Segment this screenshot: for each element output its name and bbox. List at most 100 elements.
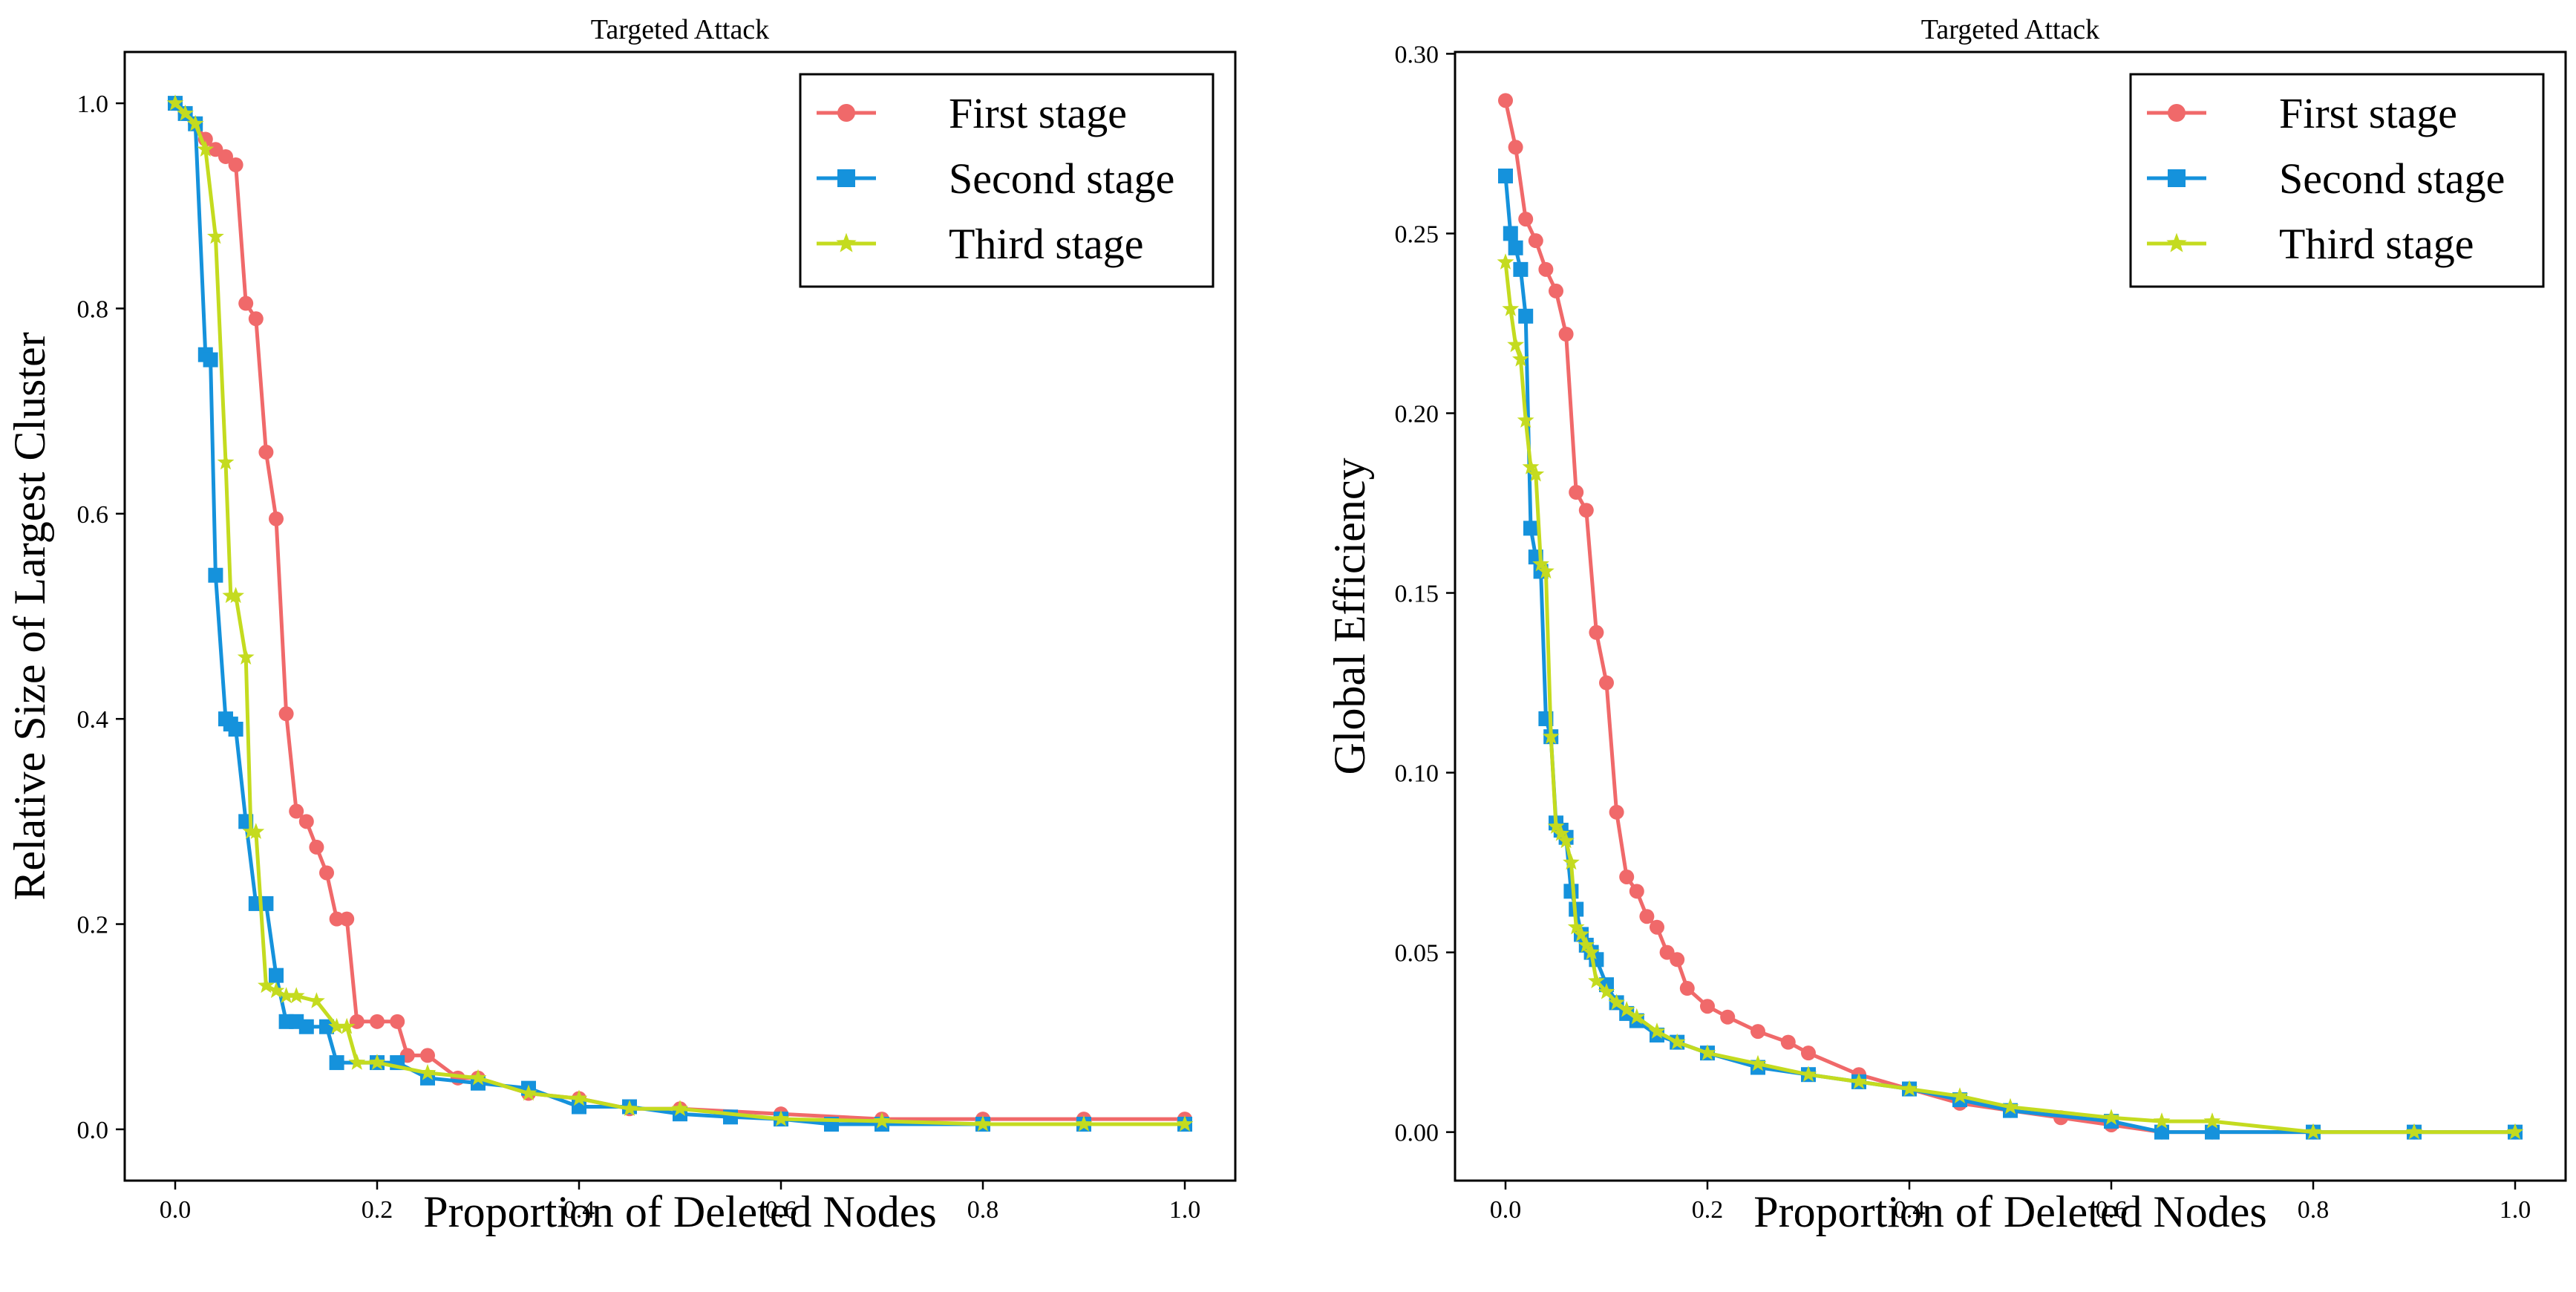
chart-2-y-tick-label: 0.20	[1395, 400, 1439, 428]
chart-1-series-first-stage-point	[278, 706, 294, 722]
chart-1-series-third-stage-point	[348, 1054, 366, 1070]
chart-1-series-first-stage-point	[390, 1014, 405, 1029]
chart-1-y-axis-label: Relative Size of Largest Cluster	[5, 332, 54, 900]
chart-1-x-tick-label: 0.6	[765, 1196, 797, 1224]
chart-2-x-tick-label: 1.0	[2500, 1196, 2531, 1224]
chart-2-series-first-stage-point	[1589, 624, 1604, 640]
chart-1-series-third-stage-point	[237, 648, 255, 665]
chart-2-series-second-stage-point	[1523, 521, 1538, 536]
chart-1-legend: First stage Second stage Third stage	[799, 73, 1215, 288]
chart-2-x-tick-label: 0.6	[2096, 1196, 2128, 1224]
chart-2-series-first-stage-point	[1619, 869, 1635, 884]
chart-1-legend-marker	[837, 169, 855, 187]
chart-2-series-third-stage-point	[1537, 562, 1555, 579]
chart-2-legend-label: Third stage	[2279, 220, 2474, 268]
chart-2-x-axis-label: Proportion of Deleted Nodes	[1753, 1187, 2267, 1236]
chart-2-series-third-stage-point	[2304, 1123, 2322, 1140]
chart-2-y-tick-label: 0.05	[1395, 940, 1439, 968]
chart-2-series-third-stage-point	[1598, 982, 1615, 999]
chart-1-series-third-stage-point	[1176, 1115, 1194, 1132]
chart-1-series-first-stage-point	[218, 149, 233, 164]
chart-2-series-third-stage-point	[1563, 853, 1580, 870]
chart-2-series-first-stage-point	[1508, 140, 1523, 155]
chart-1-series-third-stage-point	[469, 1068, 487, 1086]
chart-2-series-third-stage-point	[1588, 972, 1605, 988]
chart-1-series-first-stage-point	[309, 839, 324, 855]
chart-2-x-tick-label: 0.4	[1894, 1196, 1926, 1224]
chart-1-series-first-stage-point	[339, 911, 355, 927]
chart-1-series-second-stage-point	[208, 567, 223, 583]
chart-1-x-tick-label: 1.0	[1169, 1196, 1201, 1224]
chart-2-series-second-stage-point	[1503, 226, 1518, 241]
chart-1-y-tick-label: 0.0	[77, 1117, 109, 1144]
chart-1-x-tick-label: 0.4	[563, 1196, 595, 1224]
chart-2-series-first-stage-point	[1780, 1034, 1796, 1050]
chart-2-series-third-stage-point	[1502, 300, 1520, 316]
chart-2-legend-marker	[2168, 104, 2186, 122]
chart-2-series-second-stage-point	[1518, 308, 1534, 324]
chart-1-y-tick-label: 1.0	[77, 91, 109, 118]
chart-1-series-third-stage-point	[207, 227, 224, 244]
chart-1-series-third-stage-point	[287, 987, 305, 1003]
chart-1-legend-marker	[836, 232, 857, 252]
chart-1-y-tick-label: 0.4	[77, 706, 109, 734]
chart-2-series-second-stage-point	[2205, 1124, 2220, 1140]
chart-2-series-first-stage-point	[1538, 261, 1554, 277]
chart-2-series-first-stage-point	[1578, 503, 1594, 518]
chart-1-series-third-stage-point	[671, 1100, 689, 1116]
chart-1-y-tick-label: 0.2	[77, 912, 109, 939]
right-chart-panel: Targeted Attack 0.0 0.2 0.4 0.6 0.8 1.0 0.00 0.0…	[1325, 14, 2567, 1236]
chart-2-series-first-stage-point	[1569, 484, 1584, 500]
chart-2-series-third-stage-point	[1512, 350, 1529, 367]
chart-1-series-first-stage-point	[238, 296, 254, 311]
chart-2-series-third-stage-point	[2203, 1112, 2221, 1129]
chart-2-y-tick-label: 0.10	[1395, 760, 1439, 788]
chart-2-legend-box	[2129, 73, 2545, 288]
chart-2-series-third-stage-point	[1517, 411, 1534, 428]
chart-2-series-third-stage-point	[1497, 253, 1514, 270]
chart-1-title: Targeted Attack	[591, 14, 769, 45]
chart-1-series-third-stage-point	[166, 94, 184, 111]
chart-2-series-third-stage-point	[1628, 1008, 1646, 1025]
chart-2-series-first-stage-point	[1629, 884, 1644, 899]
chart-1-series-third-stage-point	[278, 987, 295, 1003]
chart-1-series-second-stage-point	[269, 968, 284, 983]
chart-1-series-group	[166, 94, 1194, 1132]
chart-1-legend-label: Third stage	[949, 220, 1144, 268]
chart-1-series-first-stage-point	[228, 157, 243, 172]
chart-1-series-third-stage-point	[267, 982, 285, 999]
chart-1-x-tick-label: 0.2	[362, 1196, 393, 1224]
chart-1-series-first-stage-point	[298, 814, 314, 829]
chart-1-x-axis-label: Proportion of Deleted Nodes	[423, 1187, 937, 1236]
chart-2-series-first-stage-point	[1720, 1009, 1736, 1025]
chart-1-series-third-stage-point	[328, 1017, 345, 1034]
chart-2-legend-marker	[2166, 232, 2187, 252]
chart-2-y-tick-label: 0.25	[1395, 221, 1439, 248]
chart-2-series-first-stage-point	[1679, 981, 1695, 996]
chart-1-series-first-stage-point	[258, 444, 274, 460]
chart-2-series-third-stage-point	[1951, 1087, 1969, 1103]
chart-1-y-tick-label: 0.8	[77, 296, 109, 323]
chart-1-y-tick-label: 0.6	[77, 501, 109, 529]
chart-2-series-third-stage-point	[1507, 336, 1524, 353]
chart-2-series-first-stage-point	[1801, 1045, 1816, 1061]
chart-2-y-tick-label: 0.15	[1395, 581, 1439, 608]
chart-2-series-third-stage-point	[1527, 465, 1545, 482]
chart-2-series-third-stage-point	[2001, 1097, 2019, 1115]
chart-2-series-third-stage-point	[1583, 943, 1600, 960]
chart-1-legend-label: First stage	[949, 89, 1127, 137]
chart-1-series-third-stage-point	[258, 976, 275, 994]
chart-2-x-tick-label: 0.0	[1490, 1196, 1522, 1224]
chart-2-series-third-stage-point	[1900, 1080, 1918, 1097]
chart-2-series-third-stage-point	[1552, 824, 1570, 841]
chart-2-series-third-stage-point	[1799, 1066, 1817, 1082]
chart-2-series-first-stage-point	[1670, 952, 1685, 968]
chart-2-legend-label: First stage	[2279, 89, 2457, 137]
chart-2-series-third-stage-point	[1608, 994, 1625, 1011]
chart-2-series-second-stage-point	[1513, 261, 1529, 277]
chart-2-plot-frame	[1454, 50, 2567, 1182]
chart-1-series-third-stage-point	[419, 1063, 437, 1080]
chart-2-series-third-stage-point	[2405, 1123, 2423, 1140]
chart-1-series-third-stage-point	[227, 587, 244, 604]
chart-2-series-first-stage-point	[1528, 233, 1543, 249]
